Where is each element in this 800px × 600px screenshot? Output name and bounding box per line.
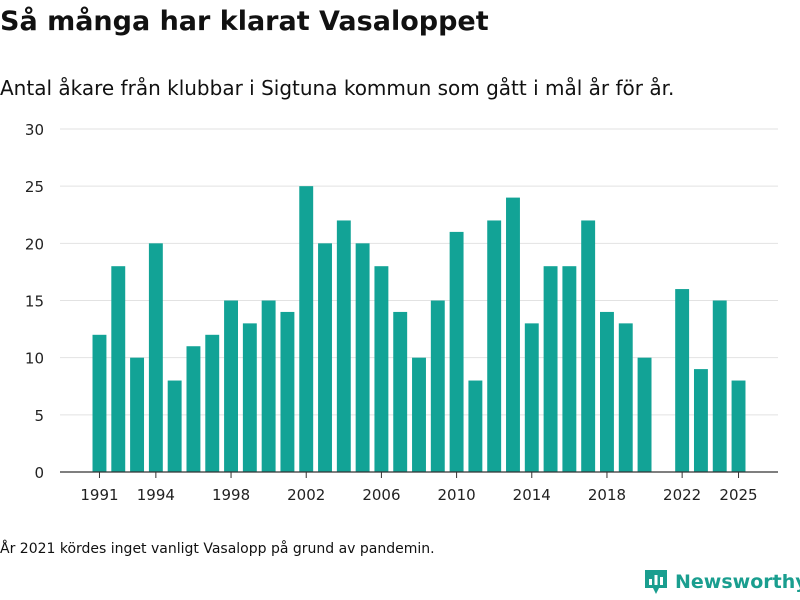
y-tick-label-5: 5 xyxy=(34,407,44,425)
bar-2020 xyxy=(637,357,652,472)
chart-subtitle: Antal åkare från klubbar i Sigtuna kommu… xyxy=(0,76,675,100)
bar-1996 xyxy=(186,346,201,472)
x-tick-label-2002: 2002 xyxy=(287,486,325,504)
bar-2005 xyxy=(355,243,370,472)
bar-2017 xyxy=(581,220,596,472)
y-tick-label-20: 20 xyxy=(25,235,44,253)
x-tick-label-1998: 1998 xyxy=(212,486,250,504)
bar-1991 xyxy=(92,334,107,472)
bar-1997 xyxy=(205,334,220,472)
bar-2008 xyxy=(412,357,426,472)
bar-2019 xyxy=(618,323,633,472)
x-tick-label-1991: 1991 xyxy=(80,486,118,504)
bar-1999 xyxy=(242,323,257,472)
bar-1995 xyxy=(167,380,182,472)
bar-2006 xyxy=(374,266,389,472)
chart-title: Så många har klarat Vasaloppet xyxy=(0,6,489,37)
x-tick-label-1994: 1994 xyxy=(137,486,175,504)
x-tick-label-2025: 2025 xyxy=(719,486,757,504)
x-tick-label-2018: 2018 xyxy=(588,486,626,504)
x-tick-label-2022: 2022 xyxy=(663,486,701,504)
newsworthy-logo-icon xyxy=(645,570,667,594)
bar-2015 xyxy=(543,266,558,472)
bar-1998 xyxy=(224,300,238,472)
bar-2009 xyxy=(430,300,445,472)
bar-2002 xyxy=(299,186,314,472)
y-tick-label-30: 30 xyxy=(25,121,44,139)
footnote: År 2021 kördes inget vanligt Vasalopp på… xyxy=(0,541,435,557)
x-tick-label-2010: 2010 xyxy=(437,486,475,504)
x-tick-label-2006: 2006 xyxy=(362,486,400,504)
bar-2012 xyxy=(487,220,502,472)
y-tick-label-10: 10 xyxy=(25,350,44,368)
bar-2013 xyxy=(506,197,520,472)
bar-2004 xyxy=(336,220,351,472)
bar-2001 xyxy=(280,311,295,472)
bar-2025 xyxy=(731,380,746,472)
y-tick-label-25: 25 xyxy=(25,178,44,196)
bar-1994 xyxy=(148,243,163,472)
bar-1993 xyxy=(130,357,145,472)
bar-1992 xyxy=(111,266,126,472)
bar-2014 xyxy=(524,323,539,472)
bar-2007 xyxy=(393,311,408,472)
bar-2022 xyxy=(675,289,690,472)
bar-2016 xyxy=(562,266,577,472)
brand-name: Newsworthy xyxy=(675,571,800,593)
bar-2011 xyxy=(468,380,483,472)
x-tick-label-2014: 2014 xyxy=(513,486,551,504)
bar-2010 xyxy=(449,231,464,472)
y-tick-label-0: 0 xyxy=(34,464,44,482)
brand[interactable]: Newsworthy xyxy=(643,568,800,596)
bar-2003 xyxy=(318,243,332,472)
bar-2018 xyxy=(600,311,614,472)
bar-2023 xyxy=(693,369,708,472)
bar-2000 xyxy=(261,300,276,472)
bar-2024 xyxy=(712,300,727,472)
y-tick-label-15: 15 xyxy=(25,293,44,311)
